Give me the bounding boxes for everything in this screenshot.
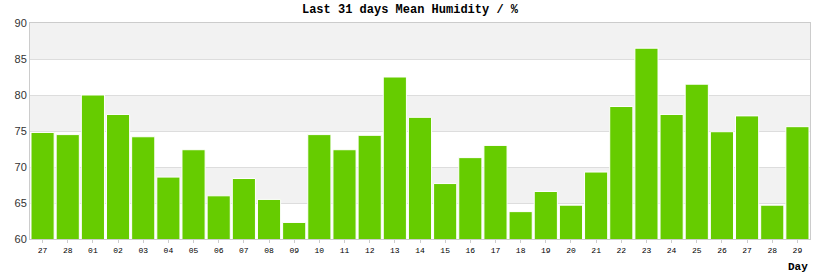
svg-text:80: 80	[15, 89, 27, 101]
svg-text:27: 27	[38, 246, 48, 255]
svg-text:15: 15	[440, 246, 450, 255]
svg-text:02: 02	[113, 246, 123, 255]
svg-text:18: 18	[516, 246, 526, 255]
svg-text:14: 14	[415, 246, 425, 255]
svg-text:06: 06	[214, 246, 224, 255]
svg-text:65: 65	[15, 197, 27, 209]
svg-text:17: 17	[491, 246, 501, 255]
svg-text:Day: Day	[788, 261, 808, 273]
svg-text:28: 28	[63, 246, 73, 255]
svg-text:Last 31 days Mean Humidity / %: Last 31 days Mean Humidity / %	[302, 3, 519, 17]
svg-text:13: 13	[390, 246, 400, 255]
svg-text:04: 04	[164, 246, 174, 255]
svg-text:20: 20	[566, 246, 576, 255]
svg-text:27: 27	[742, 246, 752, 255]
svg-text:23: 23	[642, 246, 652, 255]
svg-text:12: 12	[365, 246, 375, 255]
svg-text:29: 29	[793, 246, 803, 255]
svg-text:25: 25	[692, 246, 702, 255]
svg-text:60: 60	[15, 233, 27, 245]
svg-text:85: 85	[15, 53, 27, 65]
svg-text:22: 22	[616, 246, 626, 255]
svg-text:70: 70	[15, 161, 27, 173]
svg-text:75: 75	[15, 125, 27, 137]
svg-text:21: 21	[591, 246, 601, 255]
svg-text:19: 19	[541, 246, 551, 255]
svg-text:16: 16	[466, 246, 476, 255]
svg-text:26: 26	[717, 246, 727, 255]
svg-text:11: 11	[340, 246, 350, 255]
svg-text:90: 90	[15, 17, 27, 29]
svg-text:28: 28	[767, 246, 777, 255]
svg-text:08: 08	[264, 246, 274, 255]
svg-text:24: 24	[667, 246, 677, 255]
svg-text:07: 07	[239, 246, 249, 255]
svg-text:03: 03	[138, 246, 148, 255]
svg-text:10: 10	[315, 246, 325, 255]
svg-text:09: 09	[289, 246, 299, 255]
svg-text:05: 05	[189, 246, 199, 255]
svg-text:01: 01	[88, 246, 98, 255]
